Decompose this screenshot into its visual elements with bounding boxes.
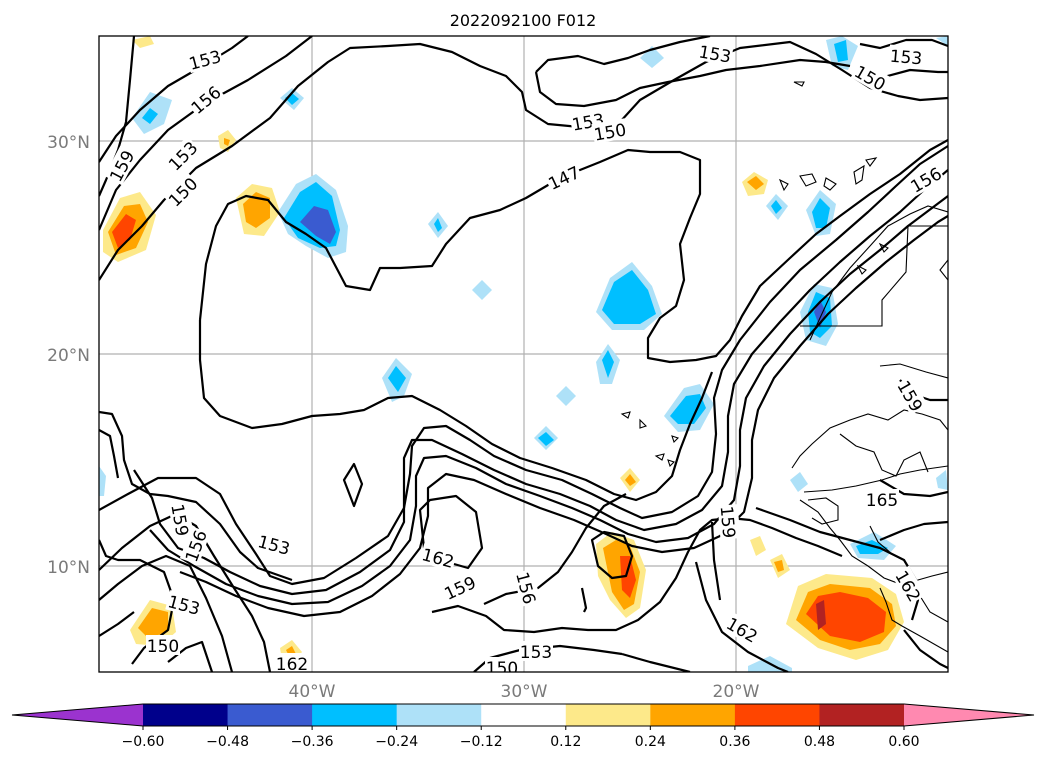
contour-label-text: 150 [486, 659, 518, 679]
contour-label-text: 153 [520, 643, 552, 663]
contour-label-halo [696, 40, 734, 66]
contour-label: 150 [146, 635, 180, 657]
contour-label-halo [185, 44, 224, 74]
lat-label-10n: 10°N [47, 558, 90, 578]
contour-label-halo [519, 641, 553, 661]
contour-label-halo [891, 565, 927, 606]
colorbar-tick-label: 0.24 [635, 734, 666, 750]
colorbar: −0.60 −0.48 −0.36 −0.24 −0.12 0.12 0.24 0.36 0.4… [11, 703, 1035, 750]
colorbar-tick-label: 0.36 [719, 734, 750, 750]
contour-label: 159 [166, 501, 194, 539]
colorbar-tick-label: 0.12 [550, 734, 581, 750]
colorbar-segment [734, 704, 820, 726]
contour-label-halo [255, 529, 294, 559]
contour-label-text: 165 [866, 491, 898, 511]
contour-label-text: 162 [276, 655, 308, 675]
colorbar-segment [481, 704, 567, 726]
contour-label-halo [146, 635, 180, 655]
contour-label-halo [543, 160, 584, 194]
colorbar-extend-max [904, 704, 1034, 726]
colorbar-segment [650, 704, 736, 726]
contour-label-halo [179, 526, 211, 566]
coastlines [620, 81, 948, 653]
contour-label: 150 [485, 657, 519, 679]
colorbar-segment [227, 704, 313, 726]
lon-label-20w: 20°W [713, 682, 760, 702]
contour-label-text: 150 [147, 637, 179, 657]
positive-shading [103, 36, 904, 664]
contour-label-halo [419, 542, 458, 572]
contour-label-halo [850, 59, 891, 95]
contour-label: 162 [419, 542, 458, 573]
map-frame [98, 35, 949, 673]
colorbar-segment [312, 704, 398, 726]
contour-label-halo [512, 568, 542, 607]
contour-label-halo [163, 172, 202, 211]
colorbar-tick-label: −0.48 [206, 734, 249, 750]
figure-title: 2022092100 F012 [450, 11, 597, 30]
contour-label-halo [163, 136, 202, 175]
colorbar-tick-label: −0.12 [460, 734, 503, 750]
contour-label-halo [722, 611, 763, 647]
lat-label-20n: 20°N [47, 346, 90, 366]
contour-label-text: 153 [889, 47, 923, 70]
contour-label-halo [591, 118, 629, 144]
lat-label-30n: 30°N [47, 133, 90, 153]
lon-label-30w: 30°W [501, 682, 548, 702]
contour-label-halo [717, 504, 741, 540]
contour-label-halo [168, 501, 194, 539]
colorbar-tick-label: 0.48 [804, 734, 835, 750]
contour-label-halo [185, 80, 225, 118]
contour-label-halo [893, 375, 929, 416]
contour-label-halo [905, 161, 946, 197]
colorbar-tick-label: 0.60 [888, 734, 919, 750]
colorbar-segment [819, 704, 905, 726]
contour-label-halo [888, 44, 924, 68]
contour-label: 162 [275, 653, 309, 675]
contour-label-halo [104, 145, 138, 186]
contour-label: 159 [716, 504, 741, 540]
contour-label-halo [275, 653, 309, 672]
contour-label-halo [165, 589, 204, 619]
contour-label: 165 [865, 489, 899, 511]
lon-label-40w: 40°W [289, 682, 336, 702]
colorbar-tick-label: −0.60 [122, 734, 165, 750]
contour-label-halo [439, 570, 480, 604]
colorbar-segment [143, 704, 229, 726]
contour-label-halo [485, 657, 519, 672]
colorbar-segment [565, 704, 651, 726]
contour-label: 153 [888, 44, 924, 70]
contour-label-text: 159 [716, 505, 739, 539]
colorbar-tick-label: −0.36 [291, 734, 334, 750]
contour-label-halo [865, 489, 899, 509]
colorbar-tick-label: −0.24 [375, 734, 418, 750]
colorbar-segment [396, 704, 482, 726]
colorbar-extend-min [12, 704, 143, 726]
contour-label: 153 [519, 641, 553, 663]
